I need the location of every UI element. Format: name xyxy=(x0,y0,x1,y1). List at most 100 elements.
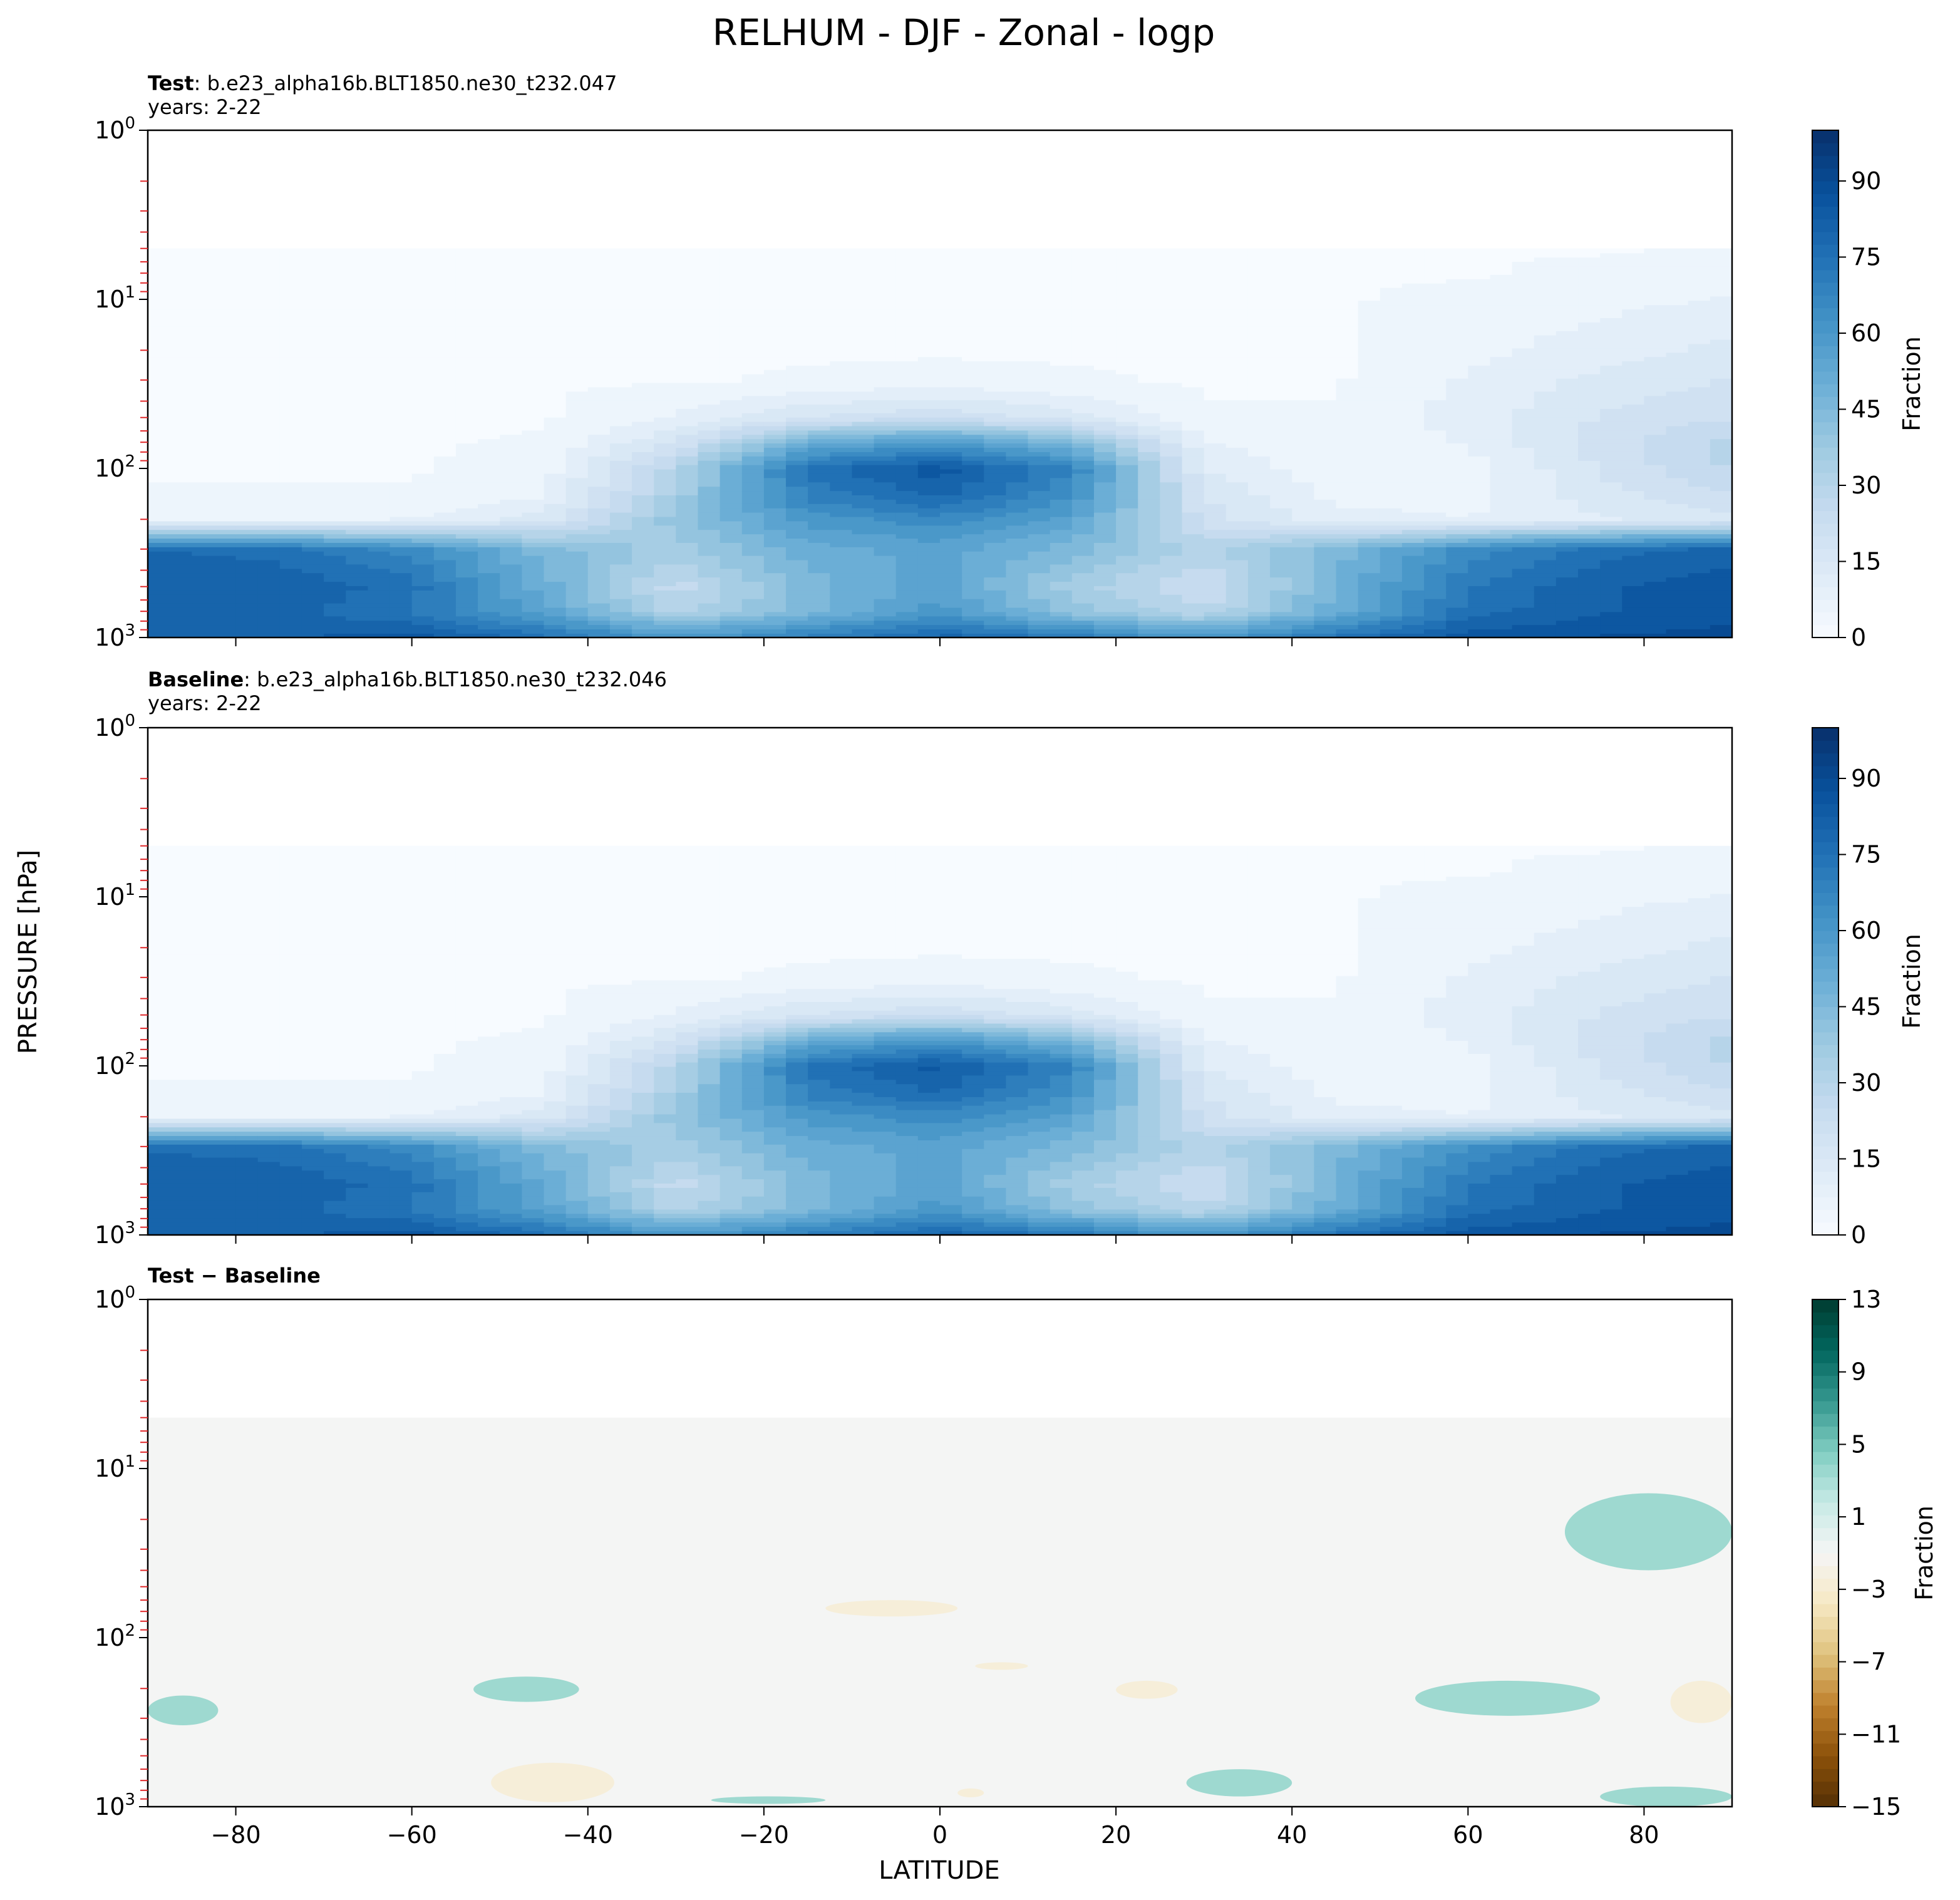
field-cell xyxy=(1358,611,1381,617)
field-cell xyxy=(1071,460,1095,465)
field-cell xyxy=(830,495,853,500)
field-cell xyxy=(235,586,259,591)
field-cell xyxy=(1071,550,1095,556)
field-cell xyxy=(1160,598,1183,604)
field-cell xyxy=(763,525,787,530)
field-cell xyxy=(257,525,281,530)
field-cell xyxy=(257,516,281,522)
field-cell xyxy=(433,598,456,604)
field-cell xyxy=(654,620,677,626)
field-cell xyxy=(917,430,941,435)
field-cell xyxy=(1622,382,1645,388)
field-cell xyxy=(455,416,478,422)
field-cell xyxy=(214,495,237,500)
field-cell xyxy=(301,564,324,569)
field-cell xyxy=(1578,633,1601,638)
field-cell xyxy=(1578,395,1601,401)
field-cell xyxy=(763,581,787,586)
field-cell xyxy=(1710,499,1733,504)
field-cell xyxy=(1512,416,1535,422)
field-cell xyxy=(1292,339,1315,344)
field-cell xyxy=(698,594,721,599)
field-cell xyxy=(1093,572,1117,578)
field-cell xyxy=(1336,633,1359,638)
field-cell xyxy=(148,559,170,565)
field-cell xyxy=(1401,507,1425,513)
field-cell xyxy=(389,352,413,358)
field-cell xyxy=(1182,577,1205,582)
field-cell xyxy=(852,464,875,470)
field-cell xyxy=(368,547,391,552)
field-cell xyxy=(1225,482,1249,487)
field-cell xyxy=(1380,477,1403,483)
field-cell xyxy=(368,413,391,418)
field-cell xyxy=(874,586,897,591)
field-cell xyxy=(874,413,897,418)
field-cell xyxy=(1204,486,1227,492)
field-cell xyxy=(257,598,281,604)
field-cell xyxy=(1710,607,1733,612)
field-cell xyxy=(587,538,611,543)
field-cell xyxy=(1138,443,1161,448)
field-cell xyxy=(148,538,170,543)
field-cell xyxy=(1358,365,1381,370)
field-cell xyxy=(1050,555,1073,560)
field-cell xyxy=(1093,499,1117,504)
field-cell xyxy=(1688,477,1711,483)
field-cell xyxy=(1424,404,1447,409)
field-cell xyxy=(1578,611,1601,617)
field-cell xyxy=(852,430,875,435)
field-cell xyxy=(1534,464,1557,470)
field-cell xyxy=(368,477,391,483)
field-cell xyxy=(1380,581,1403,586)
field-cell xyxy=(587,443,611,448)
field-cell xyxy=(1688,559,1711,565)
field-cell xyxy=(1247,408,1271,413)
field-cell xyxy=(1622,490,1645,495)
field-cell xyxy=(1512,529,1535,535)
field-cell xyxy=(984,633,1007,638)
field-cell xyxy=(478,386,501,392)
field-cell xyxy=(1710,568,1733,574)
field-cell xyxy=(346,395,369,401)
field-cell xyxy=(301,594,324,599)
field-cell xyxy=(1666,555,1689,560)
field-cell xyxy=(1225,438,1249,444)
field-cell xyxy=(917,468,941,474)
field-cell xyxy=(389,413,413,418)
field-cell xyxy=(279,590,302,595)
field-cell xyxy=(433,594,456,599)
field-cell xyxy=(1225,538,1249,543)
field-cell xyxy=(522,421,545,426)
field-cell xyxy=(279,611,302,617)
field-cell xyxy=(192,503,215,509)
field-cell xyxy=(609,516,632,522)
field-cell xyxy=(874,464,897,470)
field-cell xyxy=(852,538,875,543)
field-cell xyxy=(852,416,875,422)
field-cell xyxy=(962,464,985,470)
field-cell xyxy=(1270,586,1293,591)
field-cell xyxy=(1292,482,1315,487)
field-cell xyxy=(1446,343,1469,349)
field-cell xyxy=(368,559,391,565)
field-cell xyxy=(786,425,808,431)
field-cell xyxy=(852,495,875,500)
field-cell xyxy=(1424,473,1447,478)
field-cell xyxy=(895,460,919,465)
field-cell xyxy=(279,534,302,539)
field-cell xyxy=(1622,559,1645,565)
field-cell xyxy=(676,430,699,435)
field-cell xyxy=(1093,559,1117,565)
field-cell xyxy=(1292,373,1315,379)
field-cell xyxy=(1292,352,1315,358)
field-cell xyxy=(1182,620,1205,626)
field-cell xyxy=(874,339,897,344)
field-cell xyxy=(170,443,193,448)
field-cell xyxy=(544,339,567,344)
field-cell xyxy=(676,620,699,626)
field-cell xyxy=(324,421,347,426)
field-cell xyxy=(433,352,456,358)
field-cell xyxy=(587,430,611,435)
field-cell xyxy=(654,633,677,638)
